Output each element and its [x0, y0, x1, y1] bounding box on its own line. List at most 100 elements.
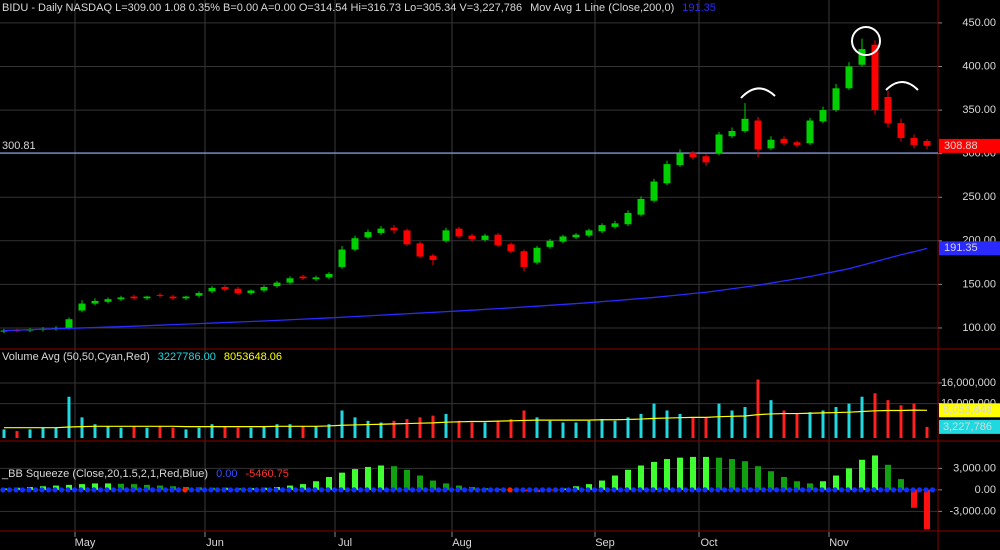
squeeze-readout: -5460.75 [246, 468, 289, 480]
squeeze-dot [65, 487, 71, 493]
volume-bar [730, 410, 734, 438]
squeeze-dot [331, 487, 338, 493]
squeeze-dot [312, 487, 318, 493]
volume-readout: 8053648.06 [224, 351, 282, 363]
squeeze-dot [130, 487, 136, 493]
squeeze-dot [123, 487, 130, 493]
squeeze-dot [910, 487, 916, 493]
squeeze-dot [104, 487, 110, 493]
squeeze-dot [195, 487, 201, 493]
squeeze-dot [520, 487, 526, 493]
squeeze-dot [221, 487, 227, 493]
squeeze-dot [656, 487, 663, 493]
candle-body [247, 290, 255, 294]
volume-bar [483, 422, 487, 438]
squeeze-dot [292, 487, 299, 493]
squeeze-dot [318, 487, 325, 493]
candle-body [507, 244, 515, 252]
squeeze-bar [430, 480, 436, 490]
candle-body [897, 123, 905, 138]
squeeze-dot [812, 487, 819, 493]
annotation-circle [851, 26, 881, 56]
volume-bar [899, 405, 903, 438]
squeeze-dot [487, 487, 494, 493]
squeeze-dot [357, 487, 364, 493]
squeeze-dot [747, 487, 754, 493]
squeeze-bar [66, 484, 72, 490]
squeeze-dot [208, 487, 214, 493]
squeeze-dot [266, 487, 273, 493]
squeeze-bar [313, 481, 319, 490]
candle-body [91, 300, 99, 304]
squeeze-dot [305, 487, 312, 493]
annotation-arc [885, 81, 919, 91]
symbol-readout: BIDU - Daily NASDAQ L=309.00 1.08 0.35% … [2, 2, 522, 14]
volume-bar [717, 403, 721, 438]
squeeze-dot [585, 487, 591, 493]
squeeze-bar [755, 466, 761, 490]
squeeze-dot [409, 487, 416, 493]
candle-body [442, 230, 450, 241]
squeeze-dot [552, 487, 559, 493]
squeeze-dot [721, 487, 728, 493]
squeeze-dot [169, 487, 175, 493]
volume-bar [522, 410, 526, 438]
volume-bar [795, 413, 799, 438]
squeeze-dot [19, 487, 26, 493]
squeeze-dot [435, 487, 442, 493]
volume-bar [470, 422, 474, 438]
candle-body [741, 118, 749, 131]
squeeze-dot [500, 487, 507, 493]
volume-bar [782, 410, 786, 438]
squeeze-bar [365, 466, 371, 490]
volume-bar [704, 417, 708, 438]
volume-average-line [4, 409, 928, 429]
squeeze-bar [742, 461, 748, 490]
volume-bar [145, 427, 149, 438]
squeeze-dot [825, 487, 832, 493]
squeeze-dot [533, 487, 539, 493]
candle-body [650, 181, 658, 201]
squeeze-dot [227, 487, 234, 493]
volume-bar [860, 396, 864, 438]
squeeze-bar [781, 476, 787, 490]
squeeze-dot [110, 487, 117, 493]
candle-body [364, 232, 372, 238]
candle-body [130, 296, 138, 299]
squeeze-dot [175, 487, 182, 493]
volume-bar [665, 410, 669, 438]
squeeze-dot [650, 487, 656, 493]
squeeze-bar [118, 483, 124, 490]
y-tick-label: 400.00 [962, 60, 996, 72]
candle-body [195, 293, 203, 296]
candle-body [169, 296, 177, 299]
squeeze-dot [325, 487, 331, 493]
volume-bar [886, 400, 890, 438]
squeeze-dot [494, 487, 500, 493]
squeeze-dot [188, 487, 195, 493]
squeeze-dot [559, 487, 565, 493]
volume-bar [678, 413, 682, 438]
volume-bar [80, 417, 84, 438]
candle-body [390, 227, 398, 231]
squeeze-dot [279, 487, 286, 493]
squeeze-dot [643, 487, 650, 493]
squeeze-dot [546, 487, 552, 493]
squeeze-dot [760, 487, 767, 493]
squeeze-dot [526, 487, 533, 493]
candle-body [819, 110, 827, 122]
volume-bar [262, 425, 266, 438]
squeeze-bar [729, 459, 735, 490]
squeeze-dot [617, 487, 624, 493]
squeeze-dot [58, 487, 65, 493]
candle-body [702, 156, 710, 163]
candle-body [234, 288, 242, 294]
squeeze-dot [903, 487, 910, 493]
volume-bar [119, 427, 123, 438]
volume-bar [756, 379, 760, 438]
squeeze-dot [871, 487, 877, 493]
squeeze-readout: 0.00 [216, 468, 237, 480]
squeeze-bar [872, 455, 878, 490]
squeeze-dot [728, 487, 734, 493]
y-tick-label: 0.00 [975, 484, 996, 496]
